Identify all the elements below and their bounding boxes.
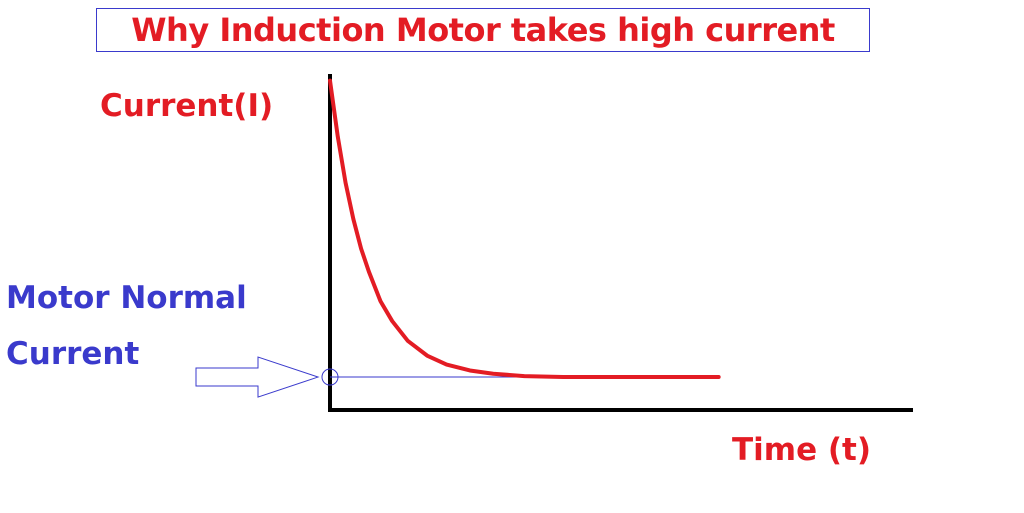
annotation-arrow [195, 356, 320, 398]
x-axis-label: Time (t) [732, 432, 872, 468]
series-line-0 [328, 78, 721, 380]
y-axis-label: Current(I) [100, 88, 274, 124]
annotation-line-2: Current [6, 336, 140, 372]
chart-title-box: Why Induction Motor takes high current [96, 8, 870, 52]
annotation-line-1: Motor Normal [6, 280, 247, 316]
normal-current-marker [321, 368, 339, 386]
chart-title: Why Induction Motor takes high current [131, 11, 835, 49]
